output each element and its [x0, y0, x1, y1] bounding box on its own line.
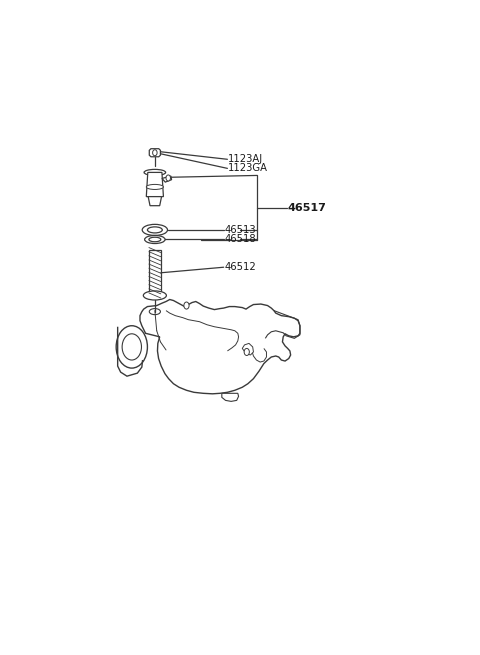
Ellipse shape: [144, 291, 167, 300]
Circle shape: [244, 348, 249, 356]
Text: 1123AJ: 1123AJ: [228, 155, 263, 164]
Ellipse shape: [144, 170, 166, 176]
Ellipse shape: [149, 237, 161, 242]
Text: 46517: 46517: [288, 202, 326, 213]
Circle shape: [122, 334, 142, 360]
Text: 46512: 46512: [225, 262, 256, 272]
Circle shape: [116, 326, 147, 368]
Ellipse shape: [142, 225, 168, 235]
Circle shape: [184, 302, 189, 309]
Text: 46518: 46518: [225, 234, 256, 244]
Circle shape: [166, 175, 170, 181]
Polygon shape: [162, 176, 172, 182]
Circle shape: [153, 150, 157, 156]
Ellipse shape: [146, 185, 163, 189]
Polygon shape: [149, 149, 160, 157]
Polygon shape: [148, 196, 162, 206]
PathPatch shape: [140, 299, 300, 394]
Ellipse shape: [144, 235, 165, 244]
Ellipse shape: [147, 227, 162, 233]
Polygon shape: [242, 343, 253, 355]
Text: 1123GA: 1123GA: [228, 163, 268, 174]
Polygon shape: [146, 172, 163, 196]
Polygon shape: [149, 250, 161, 295]
Text: 46513: 46513: [225, 225, 256, 235]
Polygon shape: [222, 393, 239, 402]
Ellipse shape: [149, 309, 160, 314]
